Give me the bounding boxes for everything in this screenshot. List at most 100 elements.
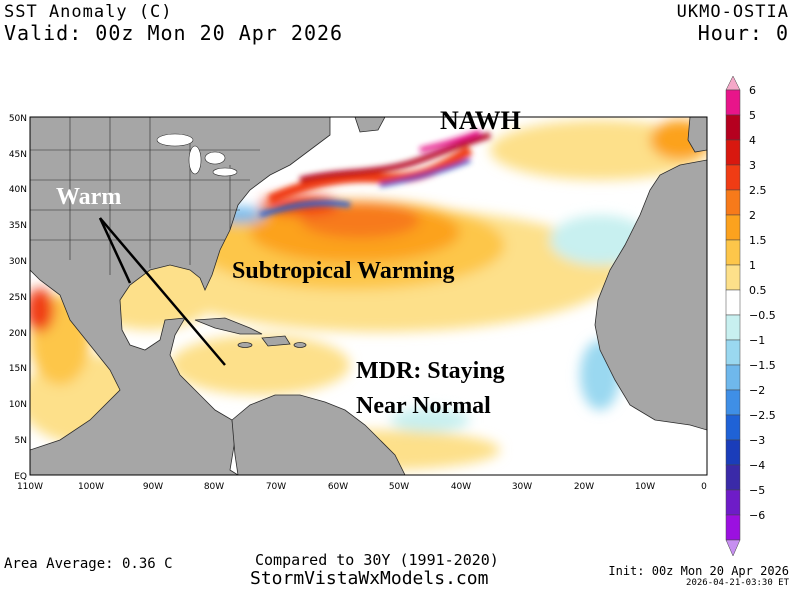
- lon-label: 80W: [204, 482, 224, 492]
- colorbar-swatch: [725, 289, 741, 316]
- lat-label: 45N: [9, 150, 27, 160]
- lon-label: 90W: [143, 482, 163, 492]
- colorbar-label: 4: [749, 134, 756, 147]
- lat-label: 15N: [9, 364, 27, 374]
- lat-label: 40N: [9, 185, 27, 195]
- colorbar-swatch: [725, 414, 741, 441]
- lon-label: 20W: [574, 482, 594, 492]
- subtropical-warming-label: Subtropical Warming: [232, 258, 455, 284]
- map-title: SST Anomaly (C): [4, 2, 173, 22]
- colorbar-swatch: [725, 464, 741, 491]
- colorbar-swatch: [725, 489, 741, 516]
- warm-label: Warm: [56, 184, 121, 210]
- lon-axis: 110W 100W 90W 80W 70W 60W 50W 40W 30W 20…: [17, 482, 707, 492]
- lon-label: 110W: [17, 482, 43, 492]
- caribbean-warm: [170, 335, 350, 395]
- colorbar-label: 0.5: [749, 284, 767, 297]
- lon-label: 10W: [635, 482, 655, 492]
- colorbar-swatch: [725, 139, 741, 166]
- colorbar-swatch: [725, 264, 741, 291]
- lon-label: 30W: [512, 482, 532, 492]
- colorbar-swatch: [725, 239, 741, 266]
- colorbar-swatch: [725, 164, 741, 191]
- colorbar-label: 1.5: [749, 234, 767, 247]
- lat-label: 20N: [9, 329, 27, 339]
- lat-label: EQ: [14, 472, 27, 482]
- map-plot-area: [30, 117, 707, 475]
- land-jamaica: [237, 342, 253, 348]
- colorbar-swatch: [725, 439, 741, 466]
- colorbar-label: −0.5: [749, 309, 776, 322]
- cool-patch-south: [390, 408, 470, 432]
- lon-label: 50W: [389, 482, 409, 492]
- mdr-label-line1: MDR: Staying: [356, 358, 505, 384]
- lon-label: 40W: [451, 482, 471, 492]
- website-credit: StormVistaWxModels.com: [250, 568, 489, 589]
- lon-label: 60W: [328, 482, 348, 492]
- annotations: NAWH Warm Subtropical Warming MDR: Stayi…: [56, 106, 521, 419]
- land-puerto-rico: [293, 342, 307, 348]
- lat-axis: 50N 45N 40N 35N 30N 25N 20N 15N 10N 5N E…: [9, 114, 27, 482]
- area-average: Area Average: 0.36 C: [4, 556, 173, 572]
- mdr-label-line2: Near Normal: [356, 393, 491, 419]
- lon-label: 70W: [266, 482, 286, 492]
- lat-label: 25N: [9, 293, 27, 303]
- great-lakes: [156, 133, 238, 177]
- colorbar-label: −1.5: [749, 359, 776, 372]
- lat-label: 50N: [9, 114, 27, 124]
- colorbar-cap-top: [725, 75, 741, 91]
- lat-label: 35N: [9, 221, 27, 231]
- map-frame: [29, 116, 708, 476]
- nawh-label: NAWH: [440, 106, 521, 135]
- model-name: UKMO-OSTIA: [676, 2, 789, 22]
- nawh-streaks: [259, 129, 491, 218]
- land-cuba: [194, 317, 263, 335]
- colorbar-label: 6: [749, 84, 756, 97]
- colorbar: [725, 75, 741, 557]
- colorbar-swatch: [725, 114, 741, 141]
- land-south-america: [231, 394, 406, 475]
- colorbar-label: 3: [749, 159, 756, 172]
- forecast-hour: Hour: 0: [697, 21, 789, 45]
- lon-label: 100W: [78, 482, 104, 492]
- baja-hot-spot: [30, 288, 54, 332]
- generated-timestamp: 2026-04-21-03:30 ET: [686, 578, 789, 588]
- lat-label: 30N: [9, 257, 27, 267]
- colorbar-swatch: [725, 89, 741, 116]
- colorbar-label: −2: [749, 384, 766, 397]
- lat-label: 10N: [9, 400, 27, 410]
- colorbar-swatch: [725, 314, 741, 341]
- colorbar-label: −4: [749, 459, 766, 472]
- colorbar-cap-bottom: [725, 539, 741, 557]
- colorbar-swatch: [725, 389, 741, 416]
- colorbar-swatch: [725, 364, 741, 391]
- colorbar-label: −3: [749, 434, 766, 447]
- land-africa: [594, 159, 707, 431]
- land: [30, 117, 707, 475]
- land-hispaniola: [261, 335, 291, 347]
- colorbar-label: 5: [749, 109, 756, 122]
- colorbar-swatch: [725, 214, 741, 241]
- land-newfoundland: [354, 117, 386, 133]
- colorbar-swatch: [725, 514, 741, 541]
- colorbar-label: 1: [749, 259, 756, 272]
- lon-label: 0: [701, 482, 707, 492]
- lat-label: 5N: [15, 436, 27, 446]
- colorbar-label: −5: [749, 484, 766, 497]
- land-iberia: [687, 117, 707, 153]
- init-time: Init: 00z Mon 20 Apr 2026: [608, 564, 789, 578]
- warm-arrow-caribbean: [99, 217, 226, 366]
- colorbar-label: −2.5: [749, 409, 776, 422]
- colorbar-label: −6: [749, 509, 766, 522]
- colorbar-label: 2: [749, 209, 756, 222]
- comparison-period: Compared to 30Y (1991-2020): [255, 551, 499, 569]
- warm-arrow-gulf: [98, 217, 132, 284]
- annotation-arrows: [98, 217, 226, 366]
- colorbar-label: −1: [749, 334, 766, 347]
- colorbar-swatch: [725, 339, 741, 366]
- colorbar-label: 2.5: [749, 184, 767, 197]
- valid-time: Valid: 00z Mon 20 Apr 2026: [4, 21, 344, 45]
- land-north-america: [30, 117, 331, 475]
- colorbar-swatch: [725, 189, 741, 216]
